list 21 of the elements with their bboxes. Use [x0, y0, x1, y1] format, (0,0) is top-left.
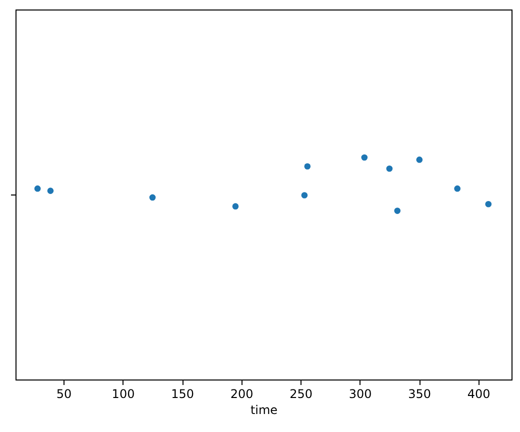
- point: [301, 192, 308, 198]
- point: [304, 163, 311, 170]
- point: [47, 188, 54, 194]
- point: [485, 200, 492, 208]
- point: [361, 154, 368, 161]
- x-tick-label: 200: [230, 387, 254, 401]
- x-axis-title: time: [250, 403, 278, 417]
- x-tick-label: 50: [56, 387, 72, 401]
- point: [232, 203, 239, 210]
- x-tick-label: 150: [171, 387, 194, 401]
- point: [454, 185, 460, 192]
- x-tick-label: 400: [467, 387, 490, 401]
- x-tick-label: 350: [408, 387, 432, 401]
- point: [149, 194, 156, 201]
- x-tick-label: 300: [348, 387, 372, 401]
- point: [416, 156, 423, 163]
- x-tick-label: 250: [290, 387, 312, 401]
- point: [394, 208, 401, 214]
- x-tick-label: 100: [112, 387, 135, 401]
- point: [386, 165, 393, 172]
- point: [34, 185, 41, 192]
